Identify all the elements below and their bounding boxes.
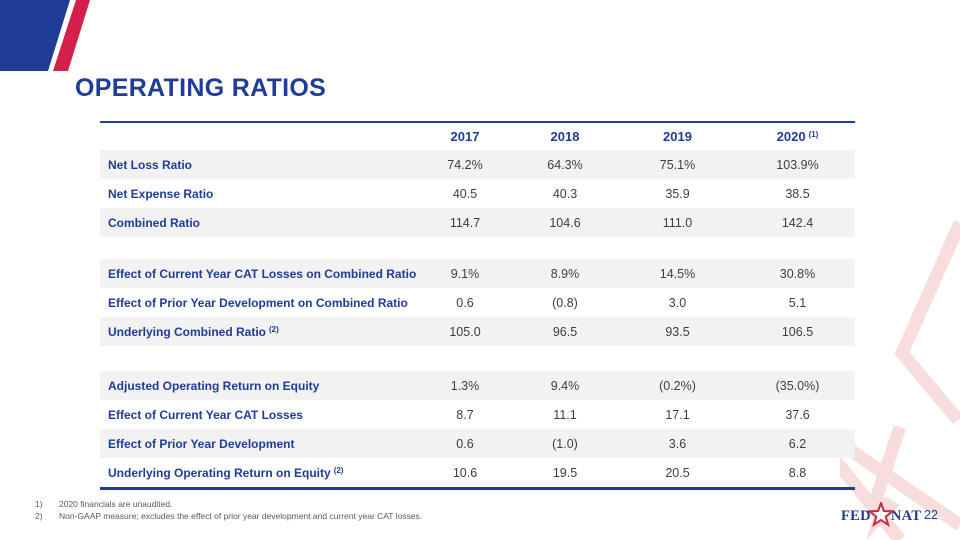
cell-2020: 6.2 (788, 436, 807, 451)
cell-2019: 35.9 (665, 186, 690, 201)
header-year-2020: 2020 (1) (740, 129, 855, 144)
row-label-text: Underlying Operating Return on Equity (108, 465, 331, 480)
cell-2019: 14.5% (659, 266, 696, 281)
cell-2019: 111.0 (662, 215, 693, 230)
cell-2017: 40.5 (452, 186, 478, 201)
row-label: Combined Ratio (108, 215, 200, 230)
cell-2017: 9.1% (450, 266, 480, 281)
footnote-ref-2: (2) (269, 324, 279, 334)
cell-2017: 74.2% (447, 157, 483, 172)
footnote-ref-1: (1) (808, 130, 819, 139)
header-year-2019: 2019 (663, 129, 692, 144)
footnote-text: 2020 financials are unaudited. (59, 499, 173, 509)
row-label: Effect of Current Year CAT Losses on Com… (108, 266, 417, 281)
header-year-2020-text: 2020 (776, 129, 806, 144)
row-label: Effect of Current Year CAT Losses (108, 407, 303, 422)
footnote-number: 1) (35, 499, 43, 509)
section-gap (100, 237, 855, 259)
cell-2018: 8.9% (550, 266, 580, 281)
row-net-expense-ratio: Net Expense Ratio 40.5 40.3 35.9 38.5 (100, 179, 855, 208)
cell-2019: (0.2%) (659, 378, 696, 393)
cell-2018: (1.0) (552, 436, 578, 451)
cell-2017: 0.6 (456, 295, 474, 310)
cell-2020: 38.5 (785, 186, 810, 201)
cell-2017: 8.7 (456, 407, 474, 422)
cell-2017: 10.6 (452, 465, 478, 480)
footnote-number: 2) (35, 510, 43, 521)
cell-2018: 11.1 (553, 407, 577, 422)
row-label: Effect of Prior Year Development on Comb… (108, 295, 408, 310)
cell-2020: (35.0%) (775, 378, 820, 393)
row-adjusted-operating-return-on-equity: Adjusted Operating Return on Equity 1.3%… (100, 371, 855, 400)
header-year-2018: 2018 (550, 129, 580, 144)
cell-2018: 40.3 (552, 186, 578, 201)
footnote-1: 1) 2020 financials are unaudited. (35, 499, 422, 511)
row-combined-ratio: Combined Ratio 114.7 104.6 111.0 142.4 (100, 208, 855, 237)
header-year-2017: 2017 (450, 129, 480, 144)
cell-2019: 20.5 (665, 465, 690, 480)
row-label: Effect of Prior Year Development (108, 436, 295, 451)
row-label: Underlying Combined Ratio (2) (100, 325, 415, 339)
row-effect-current-year-cat-losses-combined: Effect of Current Year CAT Losses on Com… (100, 259, 855, 288)
star-watermark-icon (840, 220, 960, 540)
cell-2018: 104.6 (549, 215, 581, 230)
cell-2017: 0.6 (456, 436, 474, 451)
cell-2018: 64.3% (547, 157, 583, 172)
row-label-text: Underlying Combined Ratio (108, 324, 267, 339)
logo-fed-text: FED (841, 507, 871, 524)
cell-2020: 37.6 (785, 407, 810, 422)
footnote-ref-2: (2) (333, 465, 344, 475)
row-underlying-combined-ratio: Underlying Combined Ratio (2) 105.0 96.5 … (100, 317, 855, 346)
cell-2018: 9.4% (550, 378, 580, 393)
row-net-loss-ratio: Net Loss Ratio 74.2% 64.3% 75.1% 103.9% (100, 150, 855, 179)
footnote-text: Non-GAAP measure; excludes the effect of… (59, 510, 423, 521)
footnote-2: 2) Non-GAAP measure; excludes the effect… (35, 511, 422, 523)
cell-2019: 93.5 (665, 324, 690, 339)
section-gap (100, 346, 855, 371)
fednat-logo: FED NAT (841, 502, 922, 529)
cell-2017: 114.7 (449, 215, 481, 230)
cell-2020: 8.8 (788, 465, 807, 480)
footnotes: 1) 2020 financials are unaudited. 2) Non… (35, 499, 422, 522)
cell-2019: 17.1 (665, 407, 690, 422)
row-underlying-operating-return-on-equity: Underlying Operating Return on Equity (2)… (100, 458, 855, 487)
cell-2017: 1.3% (450, 378, 480, 393)
row-effect-prior-year-development: Effect of Prior Year Development 0.6 (1.… (100, 429, 855, 458)
table-header-row: 2017 2018 2019 2020 (1) (100, 123, 855, 150)
cell-2019: 75.1% (659, 157, 696, 172)
logo-star-icon (867, 502, 894, 528)
cell-2018: (0.8) (552, 295, 578, 310)
logo-nat-text: NAT (890, 507, 922, 524)
cell-2020: 30.8% (779, 266, 816, 281)
row-label: Net Loss Ratio (108, 157, 193, 172)
page-title: OPERATING RATIOS (75, 74, 327, 102)
cell-2020: 142.4 (781, 215, 814, 230)
row-effect-prior-year-development-combined: Effect of Prior Year Development on Comb… (100, 288, 855, 317)
row-label: Underlying Operating Return on Equity (2) (100, 466, 415, 480)
row-label: Net Expense Ratio (108, 186, 214, 201)
row-label: Adjusted Operating Return on Equity (108, 378, 320, 393)
row-effect-current-year-cat-losses: Effect of Current Year CAT Losses 8.7 11… (100, 400, 855, 429)
cell-2018: 96.5 (552, 324, 578, 339)
page-number: 22 (924, 508, 938, 522)
cell-2017: 105.0 (449, 324, 481, 339)
cell-2018: 19.5 (552, 465, 578, 480)
cell-2020: 106.5 (781, 324, 814, 339)
operating-ratios-table: 2017 2018 2019 2020 (1) Net Loss Ratio 74… (100, 121, 855, 490)
cell-2019: 3.6 (668, 436, 687, 451)
cell-2020: 5.1 (788, 295, 807, 310)
cell-2020: 103.9% (776, 157, 819, 172)
cell-2019: 3.0 (668, 295, 687, 310)
